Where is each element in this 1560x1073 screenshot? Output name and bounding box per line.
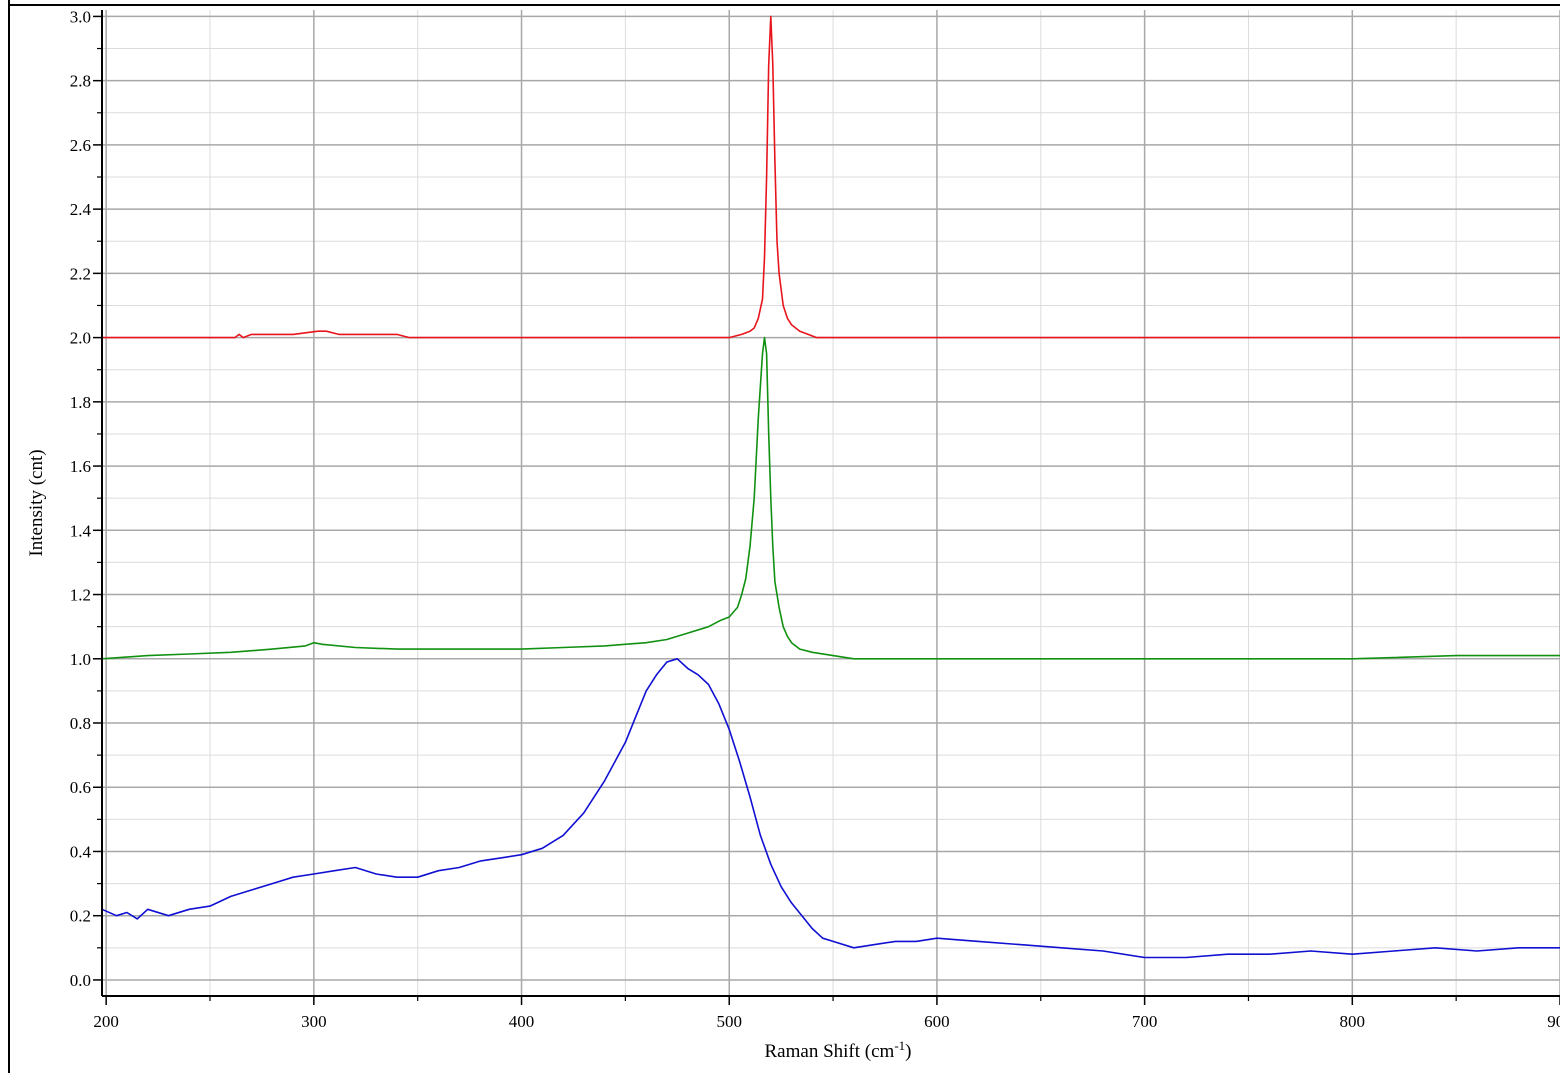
- y-axis-title: Intensity (cnt): [26, 449, 47, 556]
- data-series: [101, 15, 1560, 959]
- y-tick-label: 2.8: [70, 72, 91, 91]
- y-tick-label: 1.6: [70, 457, 91, 476]
- y-tick-label: 0.2: [70, 907, 91, 926]
- x-tick-label: 900: [1547, 1012, 1560, 1031]
- x-tick-label: 300: [301, 1012, 327, 1031]
- y-tick-label: 0.0: [70, 971, 91, 990]
- x-axis-title-close: ): [905, 1041, 911, 1062]
- minor-gridlines: [102, 10, 1560, 996]
- y-tick-label: 0.6: [70, 778, 91, 797]
- y-tick-labels: 0.0 0.2 0.4 0.6 0.8 1.0 1.2 1.4 1.6 1.8 2.0 2.2 2.4 2…: [70, 7, 92, 990]
- axes: [93, 10, 1560, 1005]
- y-tick-label: 0.4: [70, 842, 92, 861]
- x-tick-label: 600: [924, 1012, 950, 1031]
- x-axis-title: Raman Shift (cm-1): [765, 1038, 912, 1062]
- y-tick-label: 2.6: [70, 136, 91, 155]
- x-tick-label: 800: [1340, 1012, 1366, 1031]
- major-gridlines: [102, 10, 1560, 996]
- y-tick-label: 1.0: [70, 650, 91, 669]
- x-tick-label: 400: [509, 1012, 535, 1031]
- y-tick-label: 2.4: [70, 200, 92, 219]
- x-axis-title-text: Raman Shift (cm: [765, 1041, 895, 1062]
- y-tick-label: 0.8: [70, 714, 91, 733]
- x-tick-label: 200: [93, 1012, 119, 1031]
- y-tick-label: 3.0: [70, 7, 91, 26]
- x-tick-label: 500: [716, 1012, 742, 1031]
- y-tick-label: 2.2: [70, 264, 91, 283]
- y-tick-label: 2.0: [70, 329, 91, 348]
- y-tick-label: 1.8: [70, 393, 91, 412]
- x-axis-title-superscript: -1: [894, 1038, 905, 1053]
- series-line-2: [101, 336, 1560, 660]
- y-tick-label: 1.4: [70, 521, 92, 540]
- x-tick-label: 700: [1132, 1012, 1158, 1031]
- series-line-3: [101, 657, 1560, 959]
- y-tick-label: 1.2: [70, 586, 91, 605]
- x-tick-labels: 200 300 400 500 600 700 800 900: [93, 1012, 1560, 1031]
- series-line-1: [102, 15, 1560, 339]
